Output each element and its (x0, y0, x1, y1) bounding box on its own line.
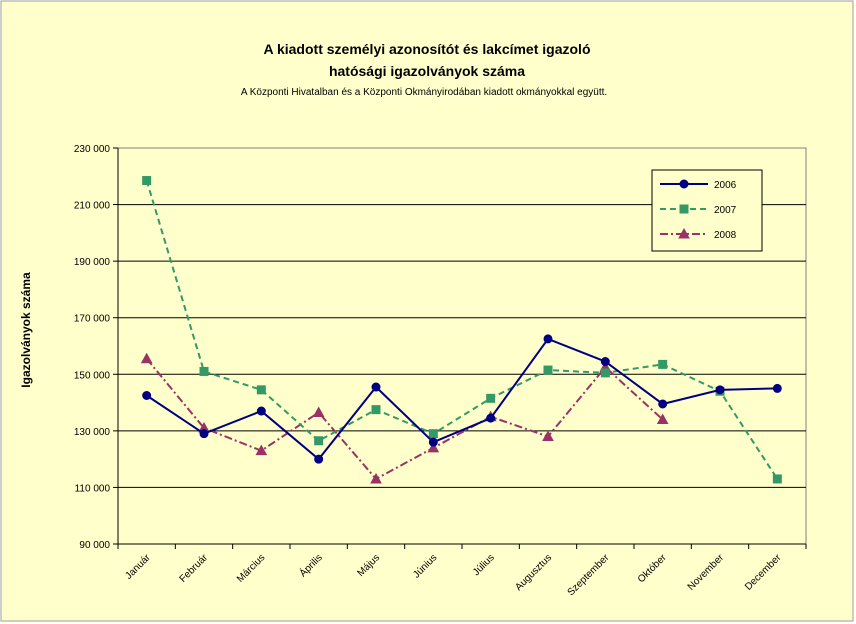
data-point (371, 405, 381, 415)
data-point (199, 429, 209, 439)
data-point (543, 365, 553, 375)
data-point (371, 382, 381, 392)
legend-label: 2006 (714, 180, 737, 191)
legend: 2006 2007 2008 (651, 169, 763, 252)
data-point (428, 437, 438, 447)
data-point (679, 204, 689, 214)
chart-title: A kiadott személyi azonosítót és lakcíme… (263, 41, 590, 57)
chart-subtitle: A Központi Hivatalban és a Központi Okmá… (241, 87, 607, 98)
data-point (656, 413, 669, 425)
y-tick-label: 130 000 (74, 427, 111, 438)
y-tick-label: 90 000 (79, 540, 110, 551)
y-tick-label: 210 000 (74, 201, 111, 212)
legend-box (651, 169, 763, 252)
data-point (140, 352, 153, 364)
data-point (255, 444, 268, 456)
data-point (486, 393, 496, 403)
data-point (658, 359, 668, 369)
data-point (427, 441, 440, 453)
data-point (312, 406, 325, 417)
data-point (486, 413, 496, 423)
data-point (772, 383, 782, 393)
series-line (145, 180, 779, 480)
data-point (428, 429, 438, 439)
y-axis-label: Igazolványok száma (19, 272, 33, 388)
data-point (542, 430, 554, 442)
data-point (142, 391, 152, 400)
data-point (678, 227, 690, 239)
y-tick-label: 150 000 (74, 370, 111, 381)
y-tick-label: 190 000 (74, 257, 111, 268)
data-point (314, 436, 324, 446)
data-point (256, 385, 266, 395)
series-2007 (142, 176, 782, 484)
data-point (658, 399, 668, 409)
data-point (715, 385, 725, 395)
chart-title-line2: hatósági igazolványok száma (329, 63, 525, 79)
data-point (600, 368, 610, 378)
data-point (256, 406, 266, 416)
data-point (314, 454, 324, 464)
data-point (600, 357, 610, 367)
data-point (199, 366, 209, 376)
series-line (145, 358, 664, 481)
legend-label: 2008 (714, 230, 737, 241)
y-tick-label: 230 000 (74, 144, 111, 155)
data-point (772, 474, 782, 484)
y-tick-label: 170 000 (74, 314, 111, 325)
series-line (146, 337, 778, 461)
data-point (370, 472, 382, 484)
series-2006 (142, 334, 782, 464)
y-tick-label: 110 000 (75, 483, 111, 494)
legend-label: 2007 (714, 205, 737, 216)
data-point (142, 176, 152, 186)
data-point (679, 179, 689, 189)
data-point (543, 334, 553, 344)
